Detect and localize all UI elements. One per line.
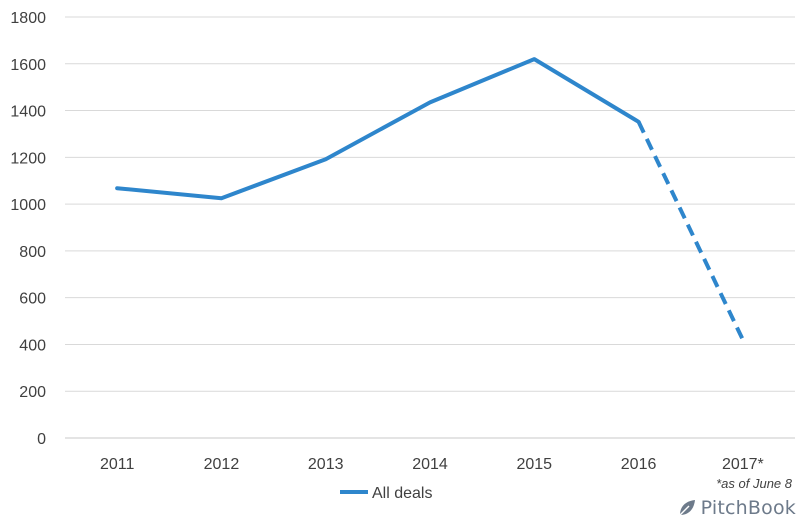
gridlines [65, 16, 795, 439]
y-tick-label: 1200 [10, 150, 46, 167]
legend: All deals [340, 485, 432, 502]
y-tick-label: 1000 [10, 197, 46, 214]
series-line-dashed [636, 120, 745, 341]
x-tick-label: 2012 [204, 456, 240, 473]
leaf-icon [679, 500, 695, 516]
x-tick-label: 2011 [100, 456, 135, 473]
y-tick-label: 1400 [10, 104, 46, 121]
series-line-solid [115, 57, 641, 201]
y-tick-label: 1800 [10, 10, 46, 27]
y-tick-label: 1600 [10, 57, 46, 74]
brand-name: PitchBook [700, 497, 796, 519]
y-tick-label: 600 [19, 291, 46, 308]
x-axis-ticks: 2011 2012 2013 2014 2015 2016 2017* [100, 456, 764, 473]
brand-logo: PitchBook [677, 496, 796, 520]
x-tick-label: 2014 [412, 456, 448, 473]
legend-label-all-deals: All deals [372, 485, 432, 502]
x-tick-label: 2017* [722, 456, 764, 473]
series-lines [115, 57, 745, 341]
x-tick-label: 2015 [516, 456, 552, 473]
footnote-annotation: *as of June 8 [716, 476, 792, 491]
y-axis-ticks: 0 200 400 600 800 1000 1200 1400 1600 1800 [10, 10, 46, 448]
y-tick-label: 0 [37, 431, 46, 448]
y-tick-label: 200 [19, 384, 46, 401]
y-tick-label: 800 [19, 244, 46, 261]
x-tick-label: 2013 [308, 456, 344, 473]
x-tick-label: 2016 [621, 456, 657, 473]
y-tick-label: 400 [19, 337, 46, 354]
